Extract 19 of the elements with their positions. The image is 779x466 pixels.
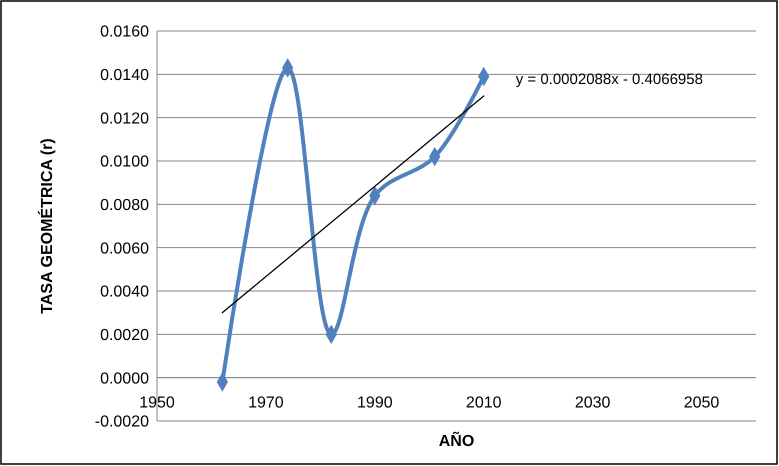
y-tick-label: 0.0100 — [100, 154, 150, 171]
x-axis-title: AÑO — [438, 431, 474, 450]
y-tick-label: 0.0040 — [100, 284, 150, 301]
x-tick-label: 1950 — [139, 394, 175, 412]
annotation: y = 0.0002088x - 0.4066958 — [516, 71, 703, 88]
x-tick-label: 2050 — [684, 394, 720, 412]
y-tick-label: -0.0020 — [94, 414, 150, 431]
y-tick-label: 0.0060 — [100, 240, 150, 258]
y-tick-label: 0.0120 — [100, 110, 150, 128]
y-tick-label: 0.0000 — [100, 370, 150, 388]
y-axis-title: TASA GEOMÉTRICA (r) — [37, 138, 56, 314]
y-tick-label: 0.0140 — [100, 66, 150, 84]
x-tick-label: 1990 — [357, 394, 393, 412]
x-tick-label: 2030 — [574, 394, 611, 412]
y-tick-label: 0.0160 — [100, 24, 150, 41]
y-tick-label: 0.0080 — [100, 196, 150, 214]
x-tick-label: 2010 — [466, 394, 502, 412]
y-tick-label: 0.0020 — [100, 326, 150, 344]
x-tick-label: 1970 — [248, 394, 284, 412]
